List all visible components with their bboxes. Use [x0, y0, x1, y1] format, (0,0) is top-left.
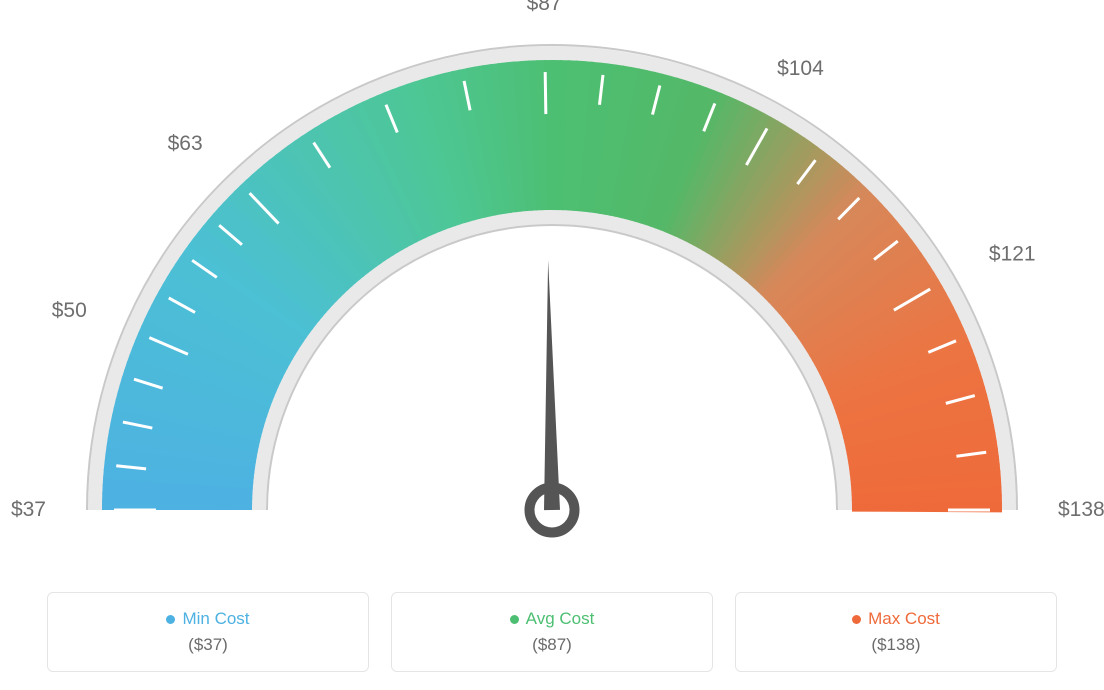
cost-gauge-chart: $37 $50 $63 $87 $104 $121 $138 Min Cost ($37) … — [0, 0, 1104, 690]
legend-min-box: Min Cost ($37) — [47, 592, 369, 672]
legend-avg-title: Avg Cost — [510, 609, 595, 629]
legend-row: Min Cost ($37) Avg Cost ($87) Max Cost (… — [0, 592, 1104, 672]
legend-min-dot — [166, 615, 175, 624]
gauge-label: $63 — [168, 132, 203, 155]
gauge-label: $121 — [989, 243, 1036, 266]
legend-max-title: Max Cost — [852, 609, 940, 629]
legend-max-label: Max Cost — [868, 609, 940, 629]
gauge-needle — [544, 260, 560, 510]
gauge-label: $138 — [1058, 498, 1104, 521]
legend-avg-value: ($87) — [532, 635, 572, 655]
legend-max-box: Max Cost ($138) — [735, 592, 1057, 672]
gauge-svg: $37 $50 $63 $87 $104 $121 $138 — [0, 0, 1104, 560]
gauge-area: $37 $50 $63 $87 $104 $121 $138 — [0, 0, 1104, 560]
gauge-label: $87 — [527, 0, 562, 15]
gauge-label: $50 — [52, 299, 87, 322]
gauge-label: $104 — [777, 57, 824, 80]
legend-avg-label: Avg Cost — [526, 609, 595, 629]
legend-min-title: Min Cost — [166, 609, 249, 629]
legend-min-label: Min Cost — [182, 609, 249, 629]
gauge-label: $37 — [11, 498, 46, 521]
legend-max-dot — [852, 615, 861, 624]
legend-avg-dot — [510, 615, 519, 624]
legend-avg-box: Avg Cost ($87) — [391, 592, 713, 672]
legend-min-value: ($37) — [188, 635, 228, 655]
legend-max-value: ($138) — [871, 635, 920, 655]
